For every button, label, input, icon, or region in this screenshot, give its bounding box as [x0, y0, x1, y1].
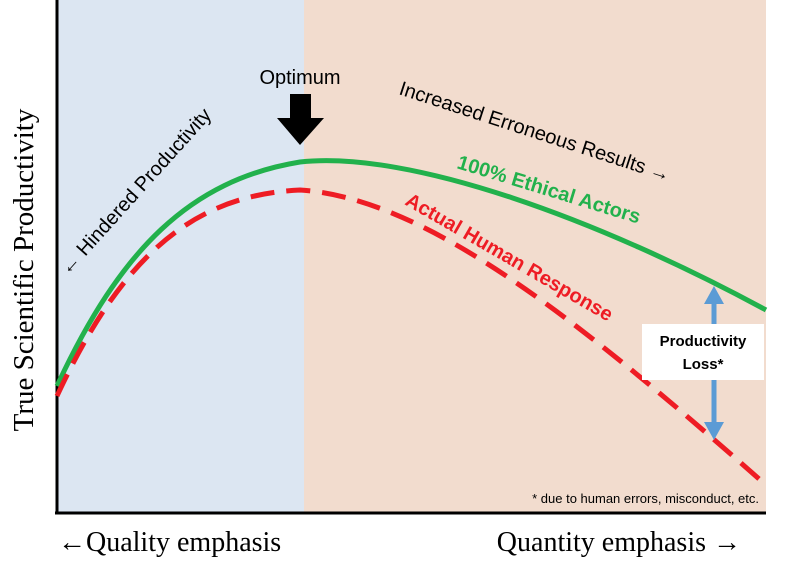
loss-arrowhead-bottom: [704, 422, 724, 440]
productivity-loss-line2: Loss*: [683, 356, 724, 373]
optimum-arrow: [277, 94, 324, 145]
human-response-curve: [54, 187, 768, 487]
footnote: * due to human errors, misconduct, etc.: [532, 491, 759, 506]
x-axis-label-right: Quantity emphasis →: [497, 527, 741, 558]
quality-region: [57, 0, 304, 513]
ethical-actors-curve: [54, 158, 768, 388]
productivity-loss-box: [642, 324, 764, 380]
loss-arrowhead-top: [704, 286, 724, 304]
y-axis-label: True Scientific Productivity: [8, 108, 40, 431]
productivity-loss-line1: Productivity: [660, 333, 747, 350]
optimum-label: Optimum: [259, 67, 340, 89]
x-axis-label-left: ←Quality emphasis: [58, 527, 281, 558]
quantity-region: [304, 0, 766, 513]
